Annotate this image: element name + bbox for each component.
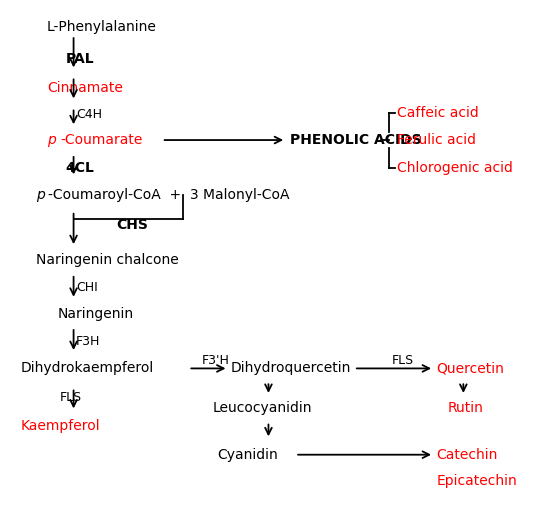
Text: Ferulic acid: Ferulic acid	[396, 133, 476, 147]
Text: Catechin: Catechin	[437, 448, 498, 461]
Text: -Coumarate: -Coumarate	[60, 133, 143, 147]
Text: Rutin: Rutin	[447, 401, 483, 415]
Text: F3'H: F3'H	[201, 354, 230, 367]
Text: F3H: F3H	[76, 334, 100, 348]
Text: p: p	[36, 188, 45, 202]
Text: Cinnamate: Cinnamate	[47, 81, 123, 95]
Text: Dihydroquercetin: Dihydroquercetin	[231, 361, 352, 375]
Text: C4H: C4H	[76, 108, 102, 121]
Text: FLS: FLS	[60, 391, 82, 404]
Text: Leucocyanidin: Leucocyanidin	[212, 401, 312, 415]
Text: Dihydrokaempferol: Dihydrokaempferol	[20, 361, 153, 375]
Text: Caffeic acid: Caffeic acid	[396, 106, 478, 120]
Text: CHI: CHI	[76, 281, 98, 294]
Text: Kaempferol: Kaempferol	[20, 419, 100, 433]
Text: 4CL: 4CL	[66, 161, 94, 175]
Text: p: p	[47, 133, 56, 147]
Text: -Coumaroyl-CoA  +  3 Malonyl-CoA: -Coumaroyl-CoA + 3 Malonyl-CoA	[49, 188, 290, 202]
Text: PAL: PAL	[66, 52, 94, 67]
Text: Naringenin chalcone: Naringenin chalcone	[36, 253, 179, 267]
Text: Epicatechin: Epicatechin	[437, 474, 518, 488]
Text: Naringenin: Naringenin	[57, 307, 134, 321]
Text: CHS: CHS	[116, 218, 148, 232]
Text: Chlorogenic acid: Chlorogenic acid	[396, 161, 513, 175]
Text: L-Phenylalanine: L-Phenylalanine	[47, 20, 157, 35]
Text: Cyanidin: Cyanidin	[218, 448, 278, 461]
Text: FLS: FLS	[391, 354, 413, 367]
Text: PHENOLIC ACIDS: PHENOLIC ACIDS	[290, 133, 422, 147]
Text: Quercetin: Quercetin	[437, 361, 505, 375]
